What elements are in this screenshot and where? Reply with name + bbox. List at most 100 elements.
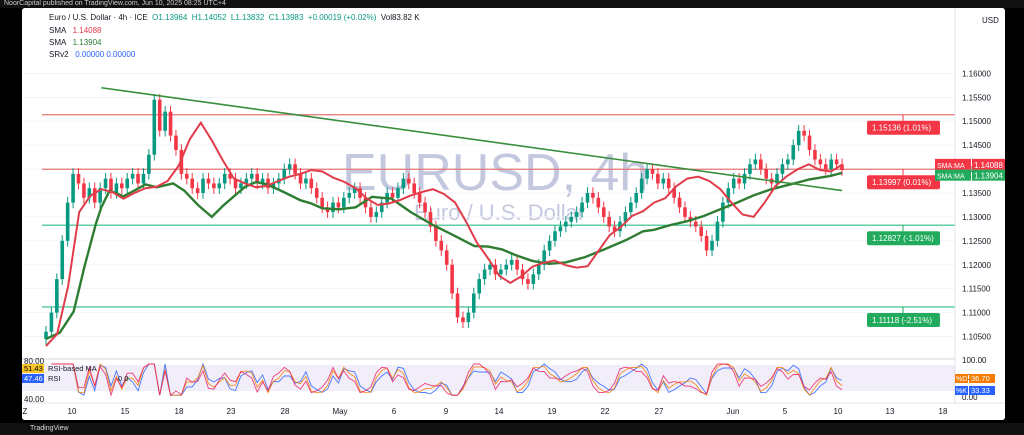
candle-body	[748, 164, 752, 174]
candle-body	[683, 207, 687, 217]
rsi-legend-value-box	[22, 364, 44, 373]
candle-body	[823, 164, 828, 170]
level-label-text: 1.12827 (-1.01%)	[872, 234, 934, 243]
price-tick-label: 1.13500	[962, 189, 991, 198]
candle-body	[731, 178, 736, 189]
candle-body	[369, 207, 373, 217]
ohlc-open: O1.13964	[152, 13, 188, 22]
candle-body	[304, 178, 308, 184]
time-tick-label: 28	[281, 407, 290, 416]
chart-svg[interactable]: EURUSD, 4h Euro / U.S. Dollar USD 1.1600…	[22, 8, 1005, 420]
candle-body	[813, 149, 817, 160]
candle-body	[650, 169, 655, 174]
candle-body	[704, 236, 709, 251]
candle-body	[228, 173, 232, 179]
candle-body	[515, 259, 519, 270]
price-tick-label: 1.15500	[962, 93, 991, 102]
last-price-tag-box	[935, 169, 971, 181]
indicator-srv2[interactable]: SRv2 0.00000 0.00000	[49, 50, 135, 59]
indicator-sma-slow[interactable]: SMA 1.13904	[49, 38, 102, 47]
candle-body	[130, 173, 135, 179]
candle-body	[342, 197, 346, 208]
candle-body	[553, 231, 557, 241]
rsi-line	[51, 363, 843, 396]
candle-body	[639, 178, 644, 193]
candle-body	[298, 173, 303, 184]
sma-line	[45, 120, 843, 347]
rsi-right-labels: %D 36.70 %K 33.33	[955, 374, 995, 395]
candle-body	[412, 183, 417, 193]
legend-header: Euro / U.S. Dollar · 4h · ICE O1.13964 H…	[49, 13, 420, 22]
candle-body	[147, 154, 151, 174]
time-tick-label: 15	[121, 407, 130, 416]
candle-body	[439, 240, 444, 251]
candle-body	[629, 202, 633, 213]
price-tick-label: 1.11500	[962, 285, 991, 294]
rsi-legend-value: 51.43	[24, 364, 43, 373]
candle-body	[65, 202, 70, 241]
horizontal-levels	[42, 114, 955, 308]
watermark-description: Euro / U.S. Dollar	[414, 200, 585, 225]
candle-body	[661, 178, 666, 184]
level-label-box	[867, 120, 940, 135]
rsi-legend-value-box	[22, 374, 44, 383]
candle-body	[92, 188, 97, 203]
candle-body	[721, 202, 725, 222]
candle-body	[715, 221, 720, 241]
indicator-value: 1.13904	[72, 38, 102, 47]
candle-body	[179, 149, 184, 174]
rsi-left-tick: 80.00	[24, 357, 45, 366]
rsi-legend-extra: 0 0	[118, 374, 128, 383]
candle-body	[834, 159, 839, 165]
branding-bar: TradingView	[0, 423, 1024, 435]
candle-body	[352, 188, 357, 193]
candle-body	[136, 173, 140, 184]
candle-body	[434, 226, 438, 241]
candle-body	[829, 159, 833, 170]
candle-body	[450, 264, 454, 294]
rsi-lines	[51, 362, 843, 397]
candle-body	[775, 173, 779, 184]
indicator-sma-fast[interactable]: SMA 1.14088	[49, 26, 102, 35]
price-tick-label: 1.14500	[962, 141, 991, 150]
candle-body	[423, 202, 427, 213]
candle-body	[271, 183, 276, 189]
rsi-right-tag: %D	[956, 376, 967, 383]
candle-body	[260, 178, 265, 184]
candle-body	[580, 202, 584, 213]
time-tick-label: Jun	[727, 407, 740, 416]
candle-body	[168, 111, 173, 136]
trendline[interactable]	[101, 86, 843, 192]
candle-body	[753, 159, 758, 165]
time-tick-label: 19	[548, 407, 557, 416]
candle-body	[818, 159, 823, 165]
last-price-value-text: 1.13904	[974, 172, 1003, 181]
candle-body	[396, 188, 400, 198]
candle-body	[347, 192, 352, 198]
candle-body	[693, 221, 698, 227]
ohlc-change: +0.00019 (+0.02%)	[307, 13, 377, 22]
indicator-name: SMA	[49, 26, 66, 35]
price-tick-label: 1.16000	[962, 69, 991, 78]
candle-body	[174, 135, 178, 150]
candle-body	[531, 274, 536, 284]
time-axis-ticks: Z 10 15 18 23 28 May 6 9 14 19 22 27 Jun 5 10 13 18	[23, 407, 948, 416]
candle-body	[461, 317, 465, 323]
candle-body	[509, 259, 514, 265]
candle-body	[374, 212, 379, 217]
indicator-name: SMA	[49, 38, 66, 47]
symbol-title[interactable]: Euro / U.S. Dollar · 4h · ICE	[49, 13, 148, 22]
candle-body	[55, 279, 59, 313]
sma-lines	[45, 120, 843, 347]
candle-body	[444, 250, 449, 265]
candle-body	[645, 169, 649, 179]
currency-label: USD	[982, 16, 999, 25]
candle-body	[564, 221, 568, 227]
candle-body	[390, 192, 395, 198]
candle-body	[98, 188, 102, 203]
candle-body	[634, 192, 639, 203]
rsi-right-value: 33.33	[971, 386, 990, 395]
candle-body	[206, 178, 211, 184]
candle-body	[466, 312, 471, 323]
